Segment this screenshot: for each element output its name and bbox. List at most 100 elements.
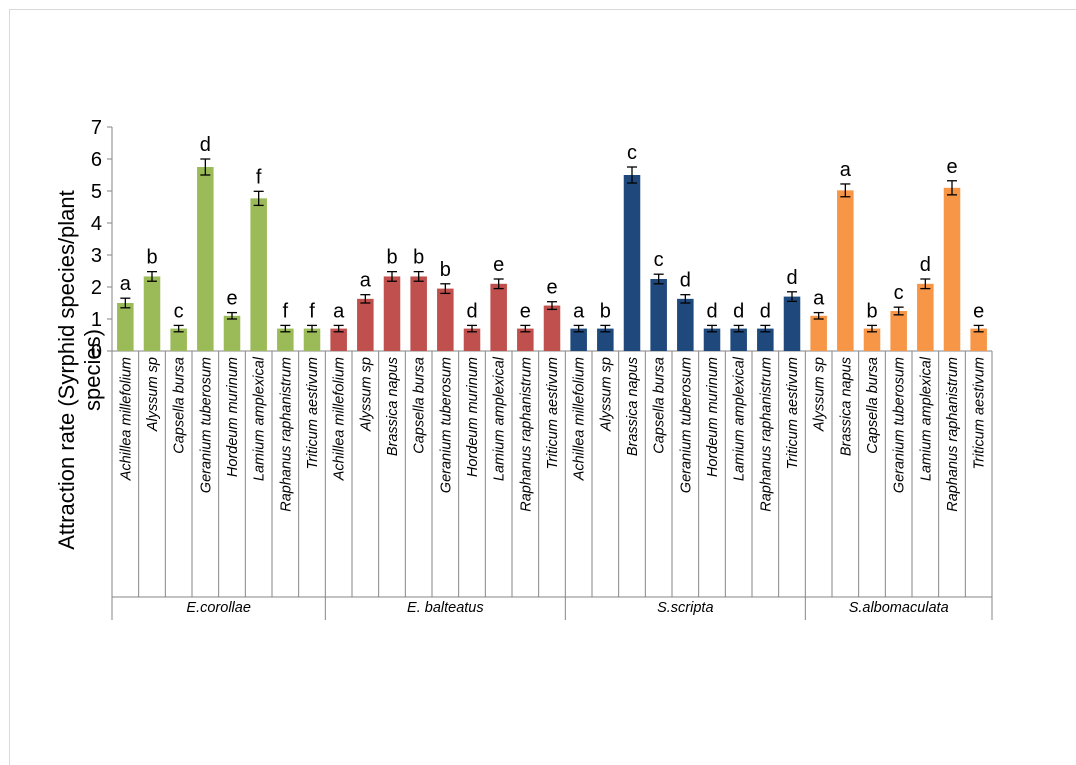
bar	[410, 276, 427, 351]
chart-frame	[9, 9, 1076, 765]
significance-letter: d	[733, 300, 744, 322]
significance-letter: c	[174, 300, 184, 322]
category-label: Geranium tuberosum	[892, 357, 908, 493]
category-label: Triticum aestivum	[545, 357, 561, 470]
category-label: Alyssum sp	[145, 357, 161, 432]
category-label: Triticum aestivum	[305, 357, 321, 470]
y-tick-label: 3	[91, 245, 102, 267]
category-label: Raphanus raphanistrum	[758, 357, 774, 512]
significance-letter: a	[120, 273, 132, 295]
category-label: Capsella bursa	[652, 357, 668, 454]
group-label: E. balteatus	[407, 600, 484, 616]
significance-letter: b	[386, 247, 397, 269]
significance-letter: c	[654, 249, 664, 271]
bar	[303, 328, 321, 351]
significance-letter: e	[226, 288, 237, 310]
y-axis-title-line-1: Attraction rate (Syrphid species/plant	[54, 190, 79, 550]
category-label: Raphanus raphanistrum	[278, 357, 294, 512]
category-label: Achillea millefolium	[118, 357, 134, 481]
category-label: Capsella bursa	[412, 357, 428, 454]
group-label: S.albomaculata	[849, 600, 949, 616]
bar	[223, 315, 241, 351]
bar	[943, 187, 961, 351]
category-label: Lamium amplexical	[732, 356, 748, 481]
bar	[330, 328, 347, 351]
category-label: Lamium amplexical	[252, 356, 268, 481]
significance-letter: a	[813, 288, 825, 310]
category-label: Geranium tuberosum	[438, 357, 454, 493]
bar	[543, 305, 561, 351]
category-label: Brassica napus	[838, 357, 854, 456]
significance-letter: f	[309, 300, 315, 322]
significance-letter: b	[413, 247, 424, 269]
bar	[677, 298, 694, 351]
y-tick-label: 1	[91, 309, 102, 331]
significance-letter: d	[680, 270, 691, 292]
significance-letter: e	[973, 300, 984, 322]
bar	[703, 328, 721, 351]
category-label: Raphanus raphanistrum	[518, 357, 534, 512]
significance-letter: a	[360, 270, 372, 292]
significance-letter: b	[866, 300, 877, 322]
bar	[170, 328, 187, 351]
category-label: Hordeum murinum	[705, 357, 721, 477]
category-label: Raphanus raphanistrum	[945, 357, 961, 512]
significance-letter: c	[627, 142, 637, 164]
bar	[357, 298, 374, 351]
bar	[810, 315, 827, 351]
significance-letter: d	[706, 300, 717, 322]
category-label: Capsella bursa	[172, 357, 188, 454]
category-label: Geranium tuberosum	[678, 357, 694, 493]
bar	[917, 283, 934, 351]
significance-letter: d	[466, 300, 477, 322]
bar	[970, 328, 987, 351]
significance-letter: d	[760, 300, 771, 322]
y-tick-label: 7	[91, 117, 102, 139]
bar	[837, 190, 854, 351]
significance-letter: f	[283, 300, 289, 322]
category-label: Hordeum murinum	[465, 357, 481, 477]
y-tick-label: 4	[91, 213, 102, 235]
significance-letter: e	[546, 277, 557, 299]
y-axis-title-line-2: species)	[80, 329, 105, 411]
bar	[250, 198, 267, 351]
bar	[197, 167, 214, 351]
category-label: Brassica napus	[385, 357, 401, 456]
bar	[117, 303, 134, 351]
category-label: Lamium amplexical	[918, 356, 934, 481]
bar	[597, 328, 614, 351]
significance-letter: d	[786, 267, 797, 289]
category-label: Triticum aestivum	[785, 357, 801, 470]
category-label: Capsella bursa	[865, 357, 881, 454]
category-label: Geranium tuberosum	[198, 357, 214, 493]
significance-letter: b	[600, 300, 611, 322]
bar	[730, 328, 747, 351]
bar	[383, 276, 401, 351]
bar	[437, 288, 454, 351]
bar	[517, 328, 534, 351]
significance-letter: e	[946, 156, 957, 178]
significance-letter: d	[200, 134, 211, 156]
bar	[463, 328, 481, 351]
bar	[490, 283, 507, 351]
bar	[650, 279, 667, 351]
category-label: Alyssum sp	[358, 357, 374, 432]
bar	[623, 175, 641, 351]
significance-letter: b	[440, 259, 451, 281]
significance-letter: d	[920, 254, 931, 276]
bar	[277, 328, 294, 351]
bar	[570, 328, 587, 351]
significance-letter: e	[493, 254, 504, 276]
category-label: Alyssum sp	[598, 357, 614, 432]
significance-letter: f	[256, 166, 262, 188]
category-label: Achillea millefolium	[572, 357, 588, 481]
significance-letter: b	[146, 247, 157, 269]
category-label: Alyssum sp	[812, 357, 828, 432]
significance-letter: a	[840, 159, 852, 181]
category-label: Triticum aestivum	[972, 357, 988, 470]
category-label: Brassica napus	[625, 357, 641, 456]
significance-letter: a	[573, 300, 585, 322]
bar	[863, 328, 881, 351]
category-label: Lamium amplexical	[492, 356, 508, 481]
